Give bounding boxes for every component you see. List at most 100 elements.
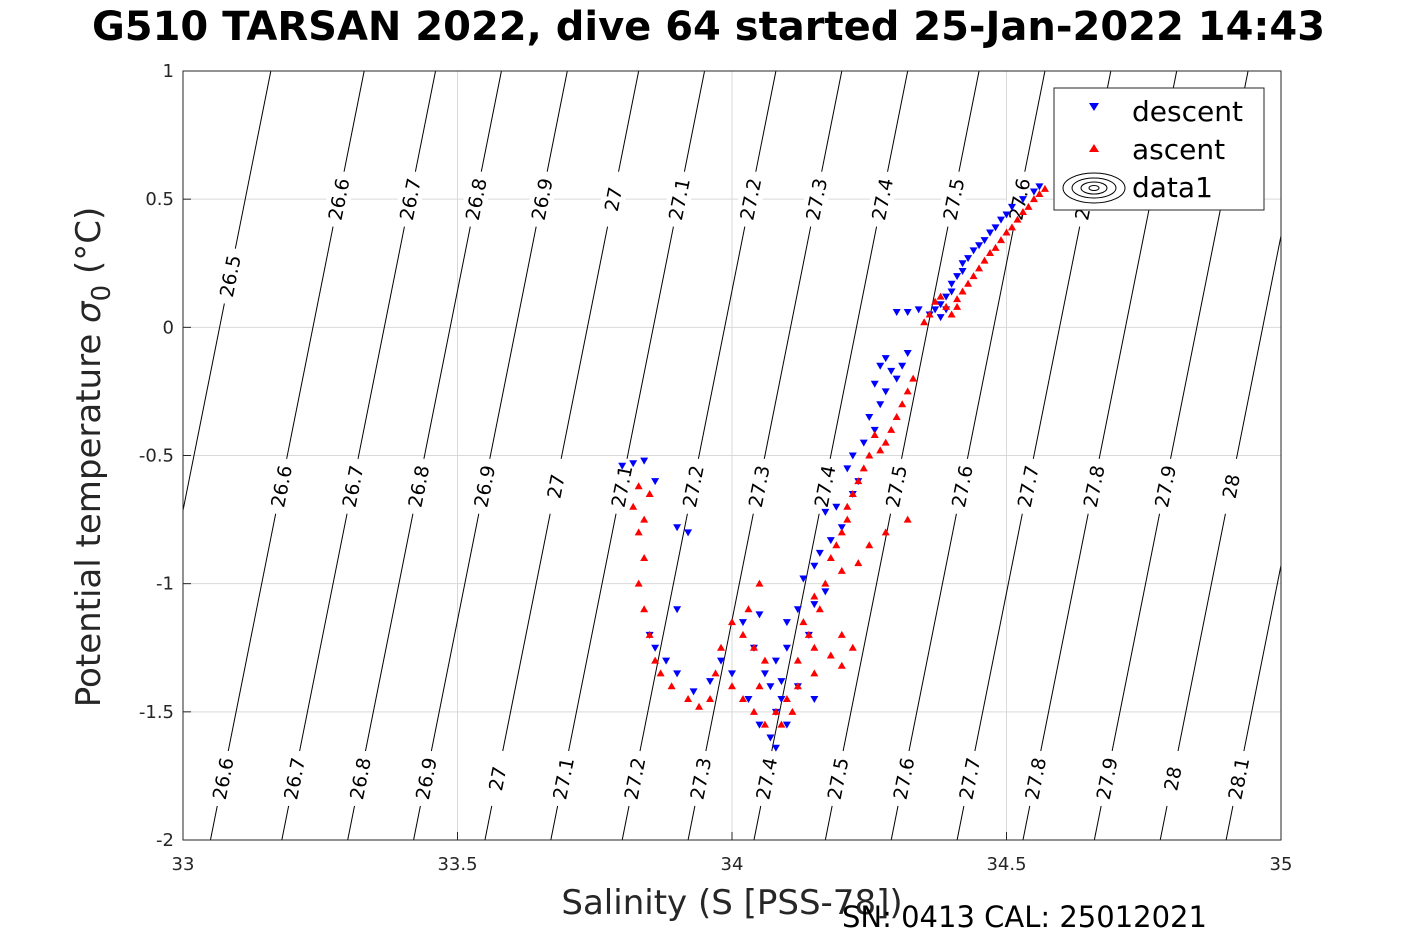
descent-point [673, 524, 682, 532]
density-label-background [661, 169, 697, 229]
descent-point [706, 678, 715, 686]
descent-point [673, 670, 682, 678]
density-label: 27 [601, 185, 627, 213]
density-label-background [675, 456, 711, 517]
descent-point [876, 362, 885, 370]
descent-point [892, 308, 901, 316]
density-label-background [952, 748, 987, 809]
ascent-point [837, 566, 846, 574]
ascent-point [634, 482, 643, 490]
density-label-background [1221, 748, 1256, 809]
density-label: 26.6 [209, 756, 239, 802]
density-contour-line [1159, 235, 1282, 841]
descent-point [881, 355, 890, 363]
density-label: 27.7 [955, 756, 985, 802]
x-axis-label: Salinity (S [PSS-78]) [561, 883, 902, 923]
calibration-footer: SN: 0413 CAL: 25012021 [842, 900, 1207, 934]
ascent-point [975, 264, 984, 272]
ascent-point [837, 661, 846, 669]
density-label: 27.9 [1093, 756, 1123, 802]
ascent-point [1018, 207, 1027, 215]
descent-point [980, 237, 989, 245]
descent-point [755, 611, 764, 619]
svg-text:Potential temperature σ0 (°C): Potential temperature σ0 (°C) [69, 207, 117, 707]
descent-point [651, 478, 660, 486]
ascent-point [947, 310, 956, 318]
ascent-point [865, 541, 874, 549]
ascent-point [848, 489, 857, 497]
y-tick-label: -1.5 [139, 702, 174, 723]
ascent-point [980, 256, 989, 264]
density-label-background [479, 748, 515, 809]
ascent-point [815, 605, 824, 613]
ascent-point [744, 605, 753, 613]
descent-point [931, 306, 940, 314]
x-tick-label: 34 [721, 854, 744, 875]
y-tick-label: 0 [163, 317, 174, 338]
density-label: 27.3 [745, 464, 775, 510]
x-tick-label: 33 [172, 854, 195, 875]
density-label: 27.7 [1014, 464, 1044, 510]
ascent-point [1040, 184, 1049, 192]
legend-descent-marker [1089, 103, 1099, 111]
ascent-point [793, 682, 802, 690]
density-label: 28 [1219, 472, 1245, 500]
density-label-background [545, 748, 581, 809]
ascent-point [826, 651, 835, 659]
descent-point [837, 524, 846, 532]
density-label: 27.1 [608, 464, 638, 510]
descent-point [914, 306, 923, 314]
ascent-point [749, 707, 758, 715]
ascent-point [799, 618, 808, 626]
descent-point [673, 606, 682, 614]
density-label: 26.9 [412, 756, 442, 802]
x-tick-label: 34.5 [986, 854, 1026, 875]
descent-point [936, 301, 945, 309]
ascent-point [854, 477, 863, 485]
descent-point [969, 247, 978, 255]
descent-point [986, 229, 995, 237]
density-label: 27.3 [802, 176, 832, 222]
density-label: 27.9 [1151, 464, 1181, 510]
descent-point [958, 260, 967, 268]
descent-point [618, 462, 627, 470]
ascent-point [953, 295, 962, 303]
descent-point [848, 452, 857, 460]
descent-point [629, 460, 638, 468]
density-label-background [392, 169, 428, 229]
density-label: 27.6 [1005, 176, 1035, 222]
legend-box [1053, 87, 1265, 211]
density-label: 27.5 [824, 756, 854, 802]
chart-title: G510 TARSAN 2022, dive 64 started 25-Jan… [91, 4, 1326, 50]
ascent-point [667, 682, 676, 690]
ascent-point [903, 515, 912, 523]
ascent-point [629, 502, 638, 510]
density-label: 27.4 [811, 464, 841, 510]
density-label-background [401, 456, 436, 517]
ascent-point [777, 720, 786, 728]
descent-point [717, 657, 726, 665]
descent-point [766, 734, 775, 742]
density-label: 27.8 [1021, 756, 1051, 802]
descent-point [898, 362, 907, 370]
ascent-point [887, 425, 896, 433]
density-label: 26.9 [528, 176, 558, 222]
descent-point [766, 683, 775, 691]
descent-point [738, 619, 747, 627]
y-axis-label-main: Potential temperature [69, 323, 109, 707]
ascent-point [865, 451, 874, 459]
descent-point [771, 744, 780, 752]
density-label-background [741, 456, 777, 517]
density-label-background [798, 169, 834, 229]
descent-point [689, 688, 698, 696]
descent-point [832, 503, 841, 511]
descent-point [1018, 196, 1027, 204]
density-label: 27.2 [736, 176, 766, 222]
density-label-background [1213, 456, 1249, 517]
density-label: 26.6 [325, 176, 355, 222]
ascent-point [925, 310, 934, 318]
density-label: 27 [543, 472, 569, 500]
ascent-point [859, 464, 868, 472]
descent-point [887, 367, 896, 375]
